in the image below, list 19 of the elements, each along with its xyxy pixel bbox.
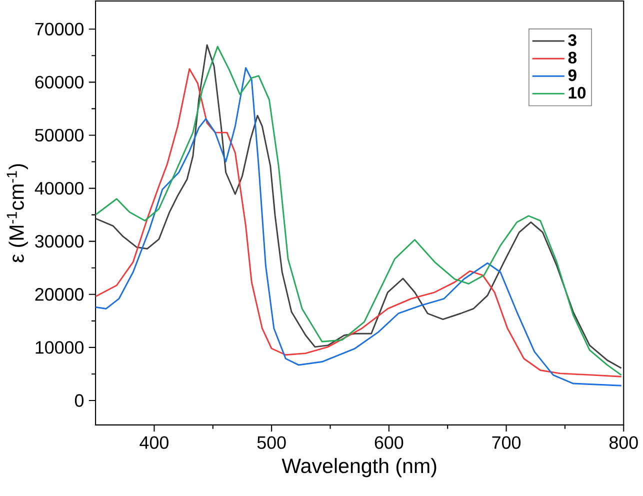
y-axis-title: ε (M$^{-1}$cm$^{-1}$) (6, 164, 28, 262)
legend-label: 8 (568, 52, 577, 64)
legend-label: 10 (568, 87, 586, 99)
x-tick-label: 400 (140, 436, 168, 450)
y-tick-label: 50000 (35, 129, 84, 142)
y-tick-label: 30000 (35, 235, 84, 248)
legend-label: 3 (568, 34, 576, 46)
y-tick-label: 10000 (36, 341, 84, 354)
x-axis-title: Wavelength (nm) (282, 458, 436, 478)
x-tick-label: 500 (257, 436, 286, 450)
y-tick-label: 40000 (34, 182, 84, 195)
x-tick-label: 700 (492, 436, 521, 450)
x-tick-label: 800 (609, 436, 638, 450)
y-tick-label: 70000 (35, 22, 84, 36)
y-tick-label: 60000 (35, 76, 84, 89)
y-tick-label: 0 (74, 394, 84, 408)
legend-label: 9 (568, 70, 576, 82)
x-tick-label: 600 (374, 436, 404, 450)
y-tick-label: 20000 (35, 288, 84, 301)
